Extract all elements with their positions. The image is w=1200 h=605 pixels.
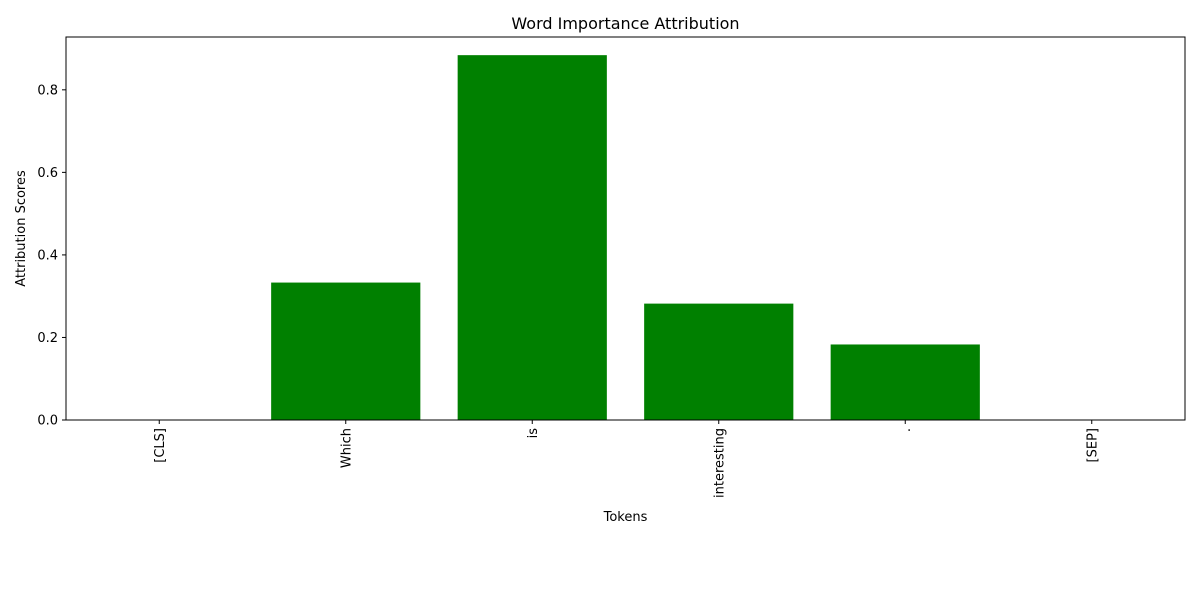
x-tick-label: [CLS]: [153, 428, 168, 463]
y-axis-label: Attribution Scores: [14, 170, 29, 287]
x-tick-label: .: [899, 428, 914, 432]
bar: [830, 344, 980, 420]
bar: [644, 303, 794, 420]
x-tick-label: Which: [339, 428, 354, 468]
y-tick-label: 0.2: [37, 331, 58, 346]
x-tick-label: [SEP]: [1085, 428, 1100, 462]
chart-title: Word Importance Attribution: [511, 14, 739, 33]
y-tick-label: 0.4: [37, 248, 58, 263]
x-axis-label: Tokens: [603, 510, 648, 525]
y-tick-label: 0.0: [37, 414, 58, 429]
y-tick-label: 0.6: [37, 166, 58, 181]
plot-area: 0.0 0.2 0.4 0.6 0.8 [CLS] Which is interesting. […: [37, 36, 1186, 498]
bar: [271, 282, 421, 420]
bar: [457, 55, 607, 420]
y-tick-label: 0.8: [37, 83, 58, 98]
plot-frame: [65, 36, 1186, 421]
x-tick-label: interesting: [712, 428, 727, 498]
x-tick-label: is: [526, 428, 541, 439]
